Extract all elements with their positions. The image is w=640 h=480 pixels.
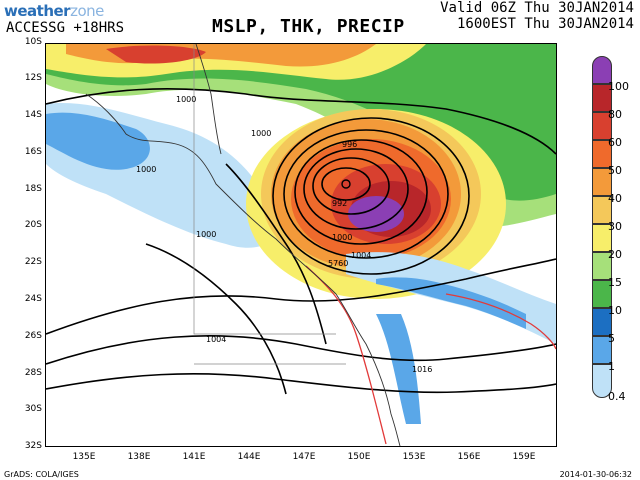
legend-label: 15: [608, 276, 622, 289]
precip-red-north: [106, 45, 206, 64]
low-centre: [341, 179, 351, 189]
model-label: ACCESSG +18HRS: [6, 20, 125, 36]
lat-label: 24S: [24, 294, 42, 304]
lat-label: 16S: [24, 147, 42, 157]
map-canvas: 1000 1000 1000 1000 1000 1004 1004 1016 …: [45, 43, 557, 447]
legend-label: 0.4: [608, 390, 626, 403]
isobar-label: 992: [332, 199, 347, 208]
precip-medium-west: [46, 112, 150, 170]
legend-label: 1: [608, 360, 615, 373]
lat-label: 10S: [24, 37, 42, 47]
legend-label: 80: [608, 108, 622, 121]
legend-swatch: [592, 112, 612, 140]
legend-swatch: [592, 56, 612, 84]
precip-storm-100: [348, 196, 404, 232]
isobar-label: 996: [342, 140, 357, 149]
lat-label: 18S: [24, 184, 42, 194]
isobar-label: 1000: [136, 165, 156, 174]
isobar-label: 1000: [251, 129, 271, 138]
lon-label: 141E: [182, 452, 206, 462]
lat-label: 32S: [24, 441, 42, 451]
legend-label: 100: [608, 80, 629, 93]
state-border: [193, 44, 336, 335]
isobar-label: 1000: [176, 95, 196, 104]
valid-utc: Valid 06Z Thu 30JAN2014: [440, 0, 634, 16]
chart-title: MSLP, THK, PRECIP: [212, 16, 405, 37]
lon-label: 153E: [402, 452, 426, 462]
legend-swatch: [592, 336, 612, 364]
weather-map: 1000 1000 1000 1000 1000 1004 1004 1016 …: [45, 43, 557, 447]
logo-accent: zone: [70, 2, 104, 20]
lat-label: 28S: [24, 368, 42, 378]
lon-label: 147E: [292, 452, 316, 462]
precip-southern-band: [376, 314, 421, 424]
lat-label: 26S: [24, 331, 42, 341]
legend-swatch: [592, 196, 612, 224]
legend-swatch: [592, 84, 612, 112]
precip-green-north: [46, 44, 556, 201]
lat-label: 20S: [24, 220, 42, 230]
isobar-label: 1004: [351, 251, 371, 260]
coastline-york: [195, 43, 222, 155]
legend-swatch: [592, 364, 612, 398]
legend-swatch: [592, 252, 612, 280]
lat-label: 22S: [24, 257, 42, 267]
legend-label: 20: [608, 248, 622, 261]
coastline: [85, 93, 401, 447]
lon-label: 138E: [127, 452, 151, 462]
lon-label: 156E: [457, 452, 481, 462]
lon-label: 159E: [512, 452, 536, 462]
logo: weatherzone: [4, 2, 122, 20]
legend-swatch: [592, 224, 612, 252]
lat-label: 14S: [24, 110, 42, 120]
thickness-lines: [305, 265, 557, 445]
logo-main: weather: [4, 2, 71, 20]
legend-label: 50: [608, 164, 622, 177]
legend-swatch: [592, 140, 612, 168]
lon-label: 144E: [237, 452, 261, 462]
legend-swatch: [592, 168, 612, 196]
timestamp-label: 2014-01-30-06:32: [559, 470, 632, 479]
lon-label: 135E: [72, 452, 96, 462]
legend-swatch: [592, 280, 612, 308]
legend-swatch: [592, 308, 612, 336]
valid-local: 1600EST Thu 30JAN2014: [456, 16, 634, 32]
lat-label: 12S: [24, 73, 42, 83]
isobar-label: 1016: [412, 365, 432, 374]
isobar-label: 1000: [332, 233, 352, 242]
legend-label: 40: [608, 192, 622, 205]
lat-label: 30S: [24, 404, 42, 414]
lon-label: 150E: [347, 452, 371, 462]
isobars: [45, 88, 557, 395]
legend-label: 60: [608, 136, 622, 149]
legend-label: 5: [608, 332, 615, 345]
thickness-label: 5760: [328, 259, 348, 268]
legend-label: 10: [608, 304, 622, 317]
legend-label: 30: [608, 220, 622, 233]
isobar-label: 1004: [206, 335, 226, 344]
isobar-label: 1000: [196, 230, 216, 239]
credit-label: GrADS: COLA/IGES: [4, 470, 79, 479]
